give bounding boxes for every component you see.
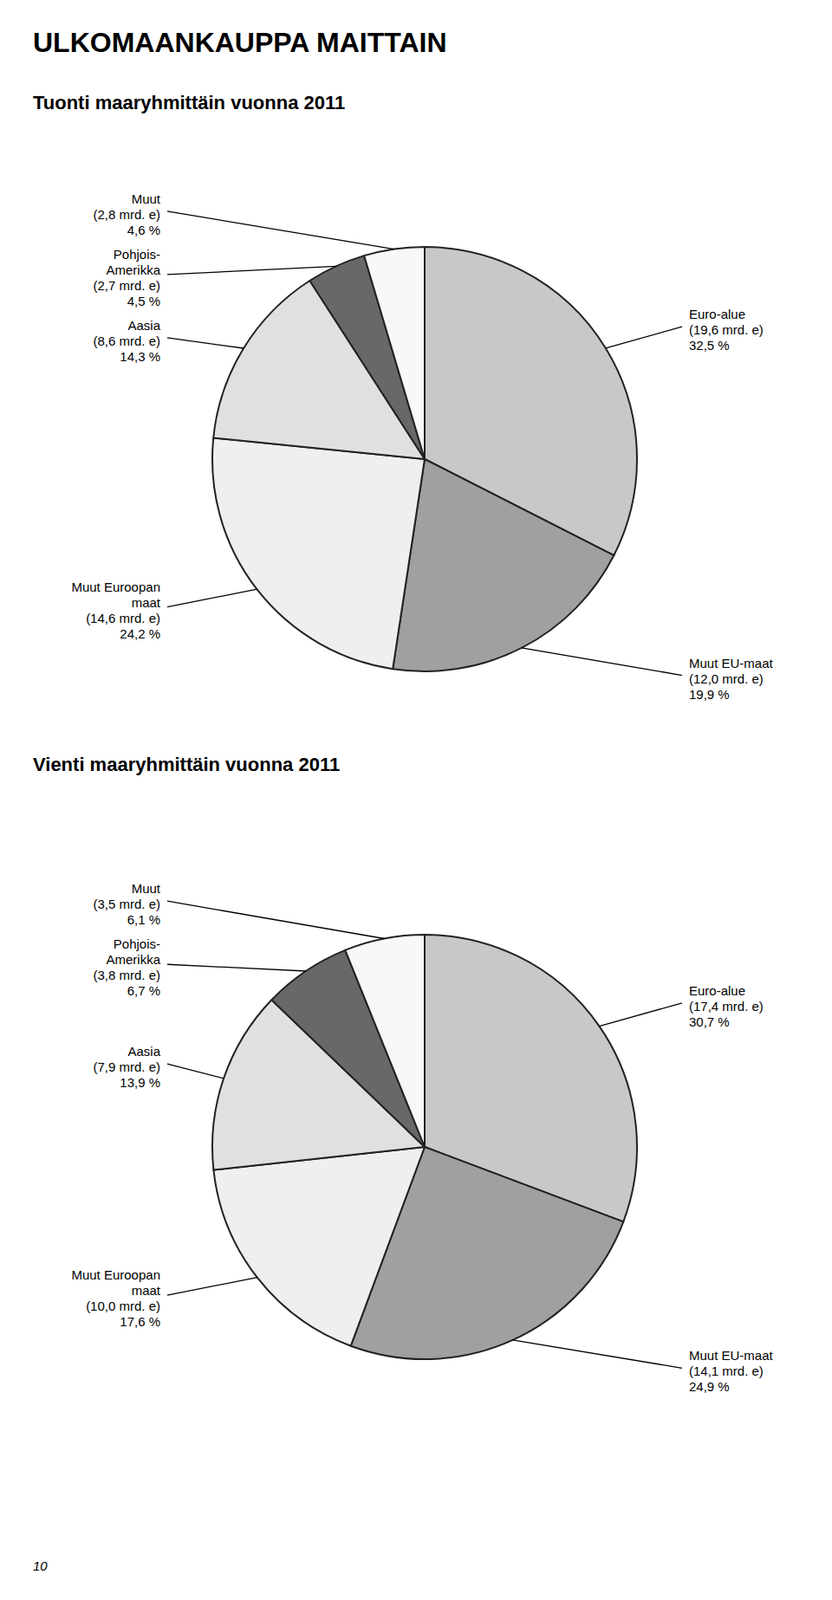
- slice-category: maat: [131, 1283, 162, 1299]
- data-label: 14,3 %: [119, 349, 161, 364]
- leader-line: [605, 326, 683, 349]
- pie-chart: Tuonti maaryhmittäin vuonna 2011 Euro-alu…: [32, 91, 774, 702]
- slices: [212, 935, 637, 1360]
- slice-category: Aasia: [127, 318, 161, 333]
- background: [0, 0, 832, 1600]
- leader-line: [167, 589, 257, 608]
- pie-slice: [364, 247, 425, 460]
- data-label: 4,6 %: [127, 222, 161, 238]
- data-label: 13,9 %: [119, 1075, 161, 1091]
- slice-amount: (7,9 mrd. e): [92, 1059, 161, 1075]
- slice-category: Muut: [131, 191, 162, 207]
- pie-slice: [213, 1147, 425, 1347]
- leader-line: [521, 648, 683, 676]
- slice-category: Muut EU-maat: [689, 1348, 774, 1364]
- pie-chart: Vienti maaryhmittäin vuonna 2011 Euro-alu…: [32, 754, 774, 1395]
- leader-line: [167, 964, 306, 972]
- data-label: 30,7 %: [689, 1014, 730, 1030]
- data-label: 17,6 %: [119, 1314, 161, 1330]
- slice-category: Muut Euroopan: [71, 1267, 161, 1283]
- slice-category: Muut: [131, 881, 162, 897]
- slice-category: Euro-alue: [689, 983, 746, 999]
- leader-line: [167, 901, 384, 939]
- slice-amount: (3,5 mrd. e): [92, 897, 161, 912]
- leader-line: [167, 1064, 224, 1079]
- leader-line: [598, 1003, 683, 1027]
- data-label: 6,1 %: [127, 912, 161, 928]
- leader-line: [167, 338, 244, 349]
- slice-amount: (12,0 mrd. e): [689, 671, 764, 687]
- slice-labels: Euro-alue(19,6 mrd. e)32,5 % Muut EU-maat…: [71, 191, 774, 702]
- slice-amount: (8,6 mrd. e): [92, 333, 161, 349]
- pie-slice: [344, 935, 425, 1148]
- slice-category: Pohjois-: [113, 247, 161, 262]
- data-label: 19,9 %: [689, 687, 730, 702]
- data-label: 6,7 %: [127, 983, 161, 999]
- slice-amount: (10,0 mrd. e): [85, 1299, 161, 1314]
- slice-labels: Euro-alue(17,4 mrd. e)30,7 % Muut EU-maat…: [71, 881, 774, 1395]
- leader-line: [167, 1278, 258, 1297]
- chart-title: Vienti maaryhmittäin vuonna 2011: [32, 754, 340, 776]
- data-label: 4,5 %: [127, 293, 161, 309]
- slice-amount: (19,6 mrd. e): [689, 322, 764, 338]
- slice-category: Pohjois-: [113, 936, 161, 952]
- leader-line: [167, 266, 337, 275]
- slice-amount: (2,8 mrd. e): [92, 207, 161, 222]
- leader-line: [513, 1340, 683, 1369]
- slice-amount: (14,6 mrd. e): [85, 611, 161, 626]
- chart-title: Tuonti maaryhmittäin vuonna 2011: [32, 91, 345, 114]
- slice-amount: (14,1 mrd. e): [689, 1364, 764, 1379]
- main-title: ULKOMAANKAUPPA MAITTAIN: [32, 26, 448, 59]
- pie-slice: [212, 437, 425, 670]
- slice-category: Amerikka: [105, 952, 161, 968]
- slice-amount: (17,4 mrd. e): [689, 999, 764, 1014]
- slice-category: Aasia: [127, 1044, 161, 1060]
- slice-amount: (2,7 mrd. e): [92, 278, 161, 293]
- slice-amount: (3,8 mrd. e): [92, 968, 161, 983]
- leader-line: [167, 211, 395, 250]
- data-label: 32,5 %: [689, 338, 730, 353]
- footer: 10: [32, 1559, 48, 1574]
- data-label: 24,2 %: [119, 626, 161, 642]
- data-label: 24,9 %: [689, 1379, 730, 1395]
- chart-page: ULKOMAANKAUPPA MAITTAIN 10 Tuonti maaryhmi…: [0, 0, 832, 1600]
- slices: [212, 247, 637, 672]
- pie-slice: [392, 459, 614, 672]
- slice-category: Amerikka: [105, 262, 161, 278]
- slice-category: Euro-alue: [689, 306, 746, 322]
- slice-category: Muut EU-maat: [689, 656, 774, 671]
- slice-category: Muut Euroopan: [71, 579, 161, 595]
- slice-category: maat: [131, 595, 162, 611]
